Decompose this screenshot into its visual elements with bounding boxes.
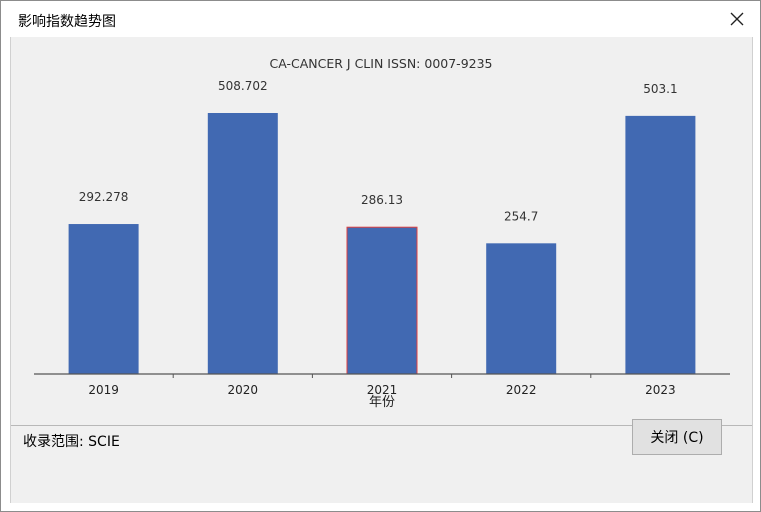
title-bar: 影响指数趋势图: [1, 1, 760, 37]
coverage-label: 收录范围: SCIE: [23, 434, 120, 450]
impact-index-bar-chart: CA-CANCER J CLIN ISSN: 0007-9235 292.278 2…: [34, 56, 730, 410]
window-title: 影响指数趋势图: [18, 14, 116, 30]
bar-2019: [68, 224, 139, 374]
bar-2021: [346, 226, 418, 375]
x-tick-label-2019: 2019: [88, 383, 119, 397]
chart-panel: CA-CANCER J CLIN ISSN: 0007-9235 292.278 2…: [11, 37, 752, 426]
data-label-2020: 508.702: [218, 79, 268, 93]
x-axis-label: 年份: [369, 395, 395, 410]
bar-2023: [625, 115, 696, 375]
data-label-2022: 254.7: [504, 209, 538, 223]
data-label-2019: 292.278: [79, 190, 129, 204]
close-icon[interactable]: [722, 4, 752, 34]
x-tick-label-2023: 2023: [645, 383, 676, 397]
close-icon-glyph: [730, 12, 744, 26]
x-tick-label-2022: 2022: [506, 383, 537, 397]
close-button[interactable]: 关闭 (C): [632, 419, 722, 455]
bar-2020: [207, 113, 278, 374]
data-label-2023: 503.1: [643, 82, 677, 96]
dialog-body: CA-CANCER J CLIN ISSN: 0007-9235 292.278 2…: [10, 37, 753, 503]
bar-2022: [486, 243, 557, 374]
chart-title: CA-CANCER J CLIN ISSN: 0007-9235: [269, 56, 492, 71]
footer-panel: [11, 426, 752, 503]
data-label-2021: 286.13: [361, 193, 403, 207]
x-tick-label-2021: 2021: [367, 383, 398, 397]
x-tick-label-2020: 2020: [228, 383, 259, 397]
